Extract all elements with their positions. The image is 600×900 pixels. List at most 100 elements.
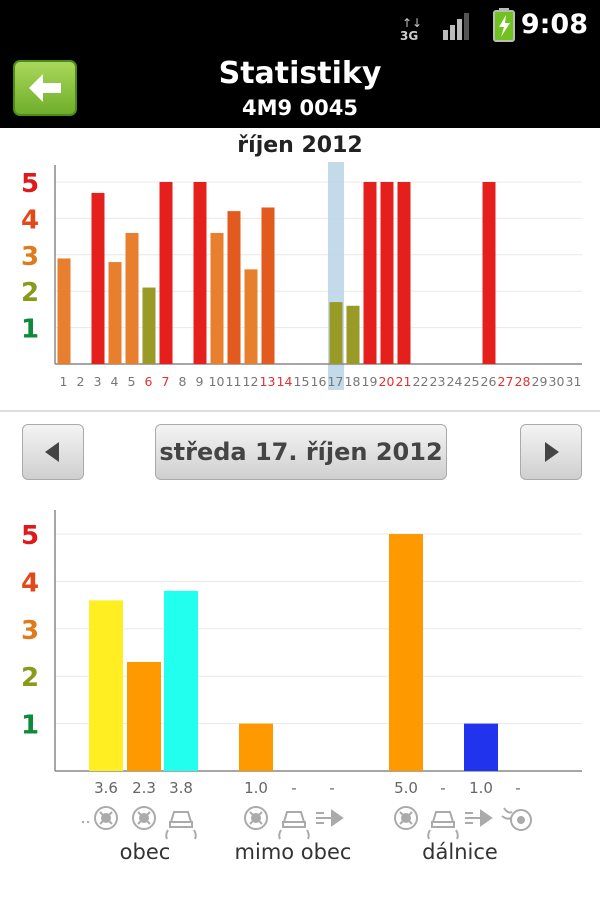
x-tick-label: 15 [294,374,310,389]
status-icons: ↑↓ 3G [400,8,515,43]
bar-day-4 [108,262,122,364]
category-label-mimo-obec: mimo obec [234,840,352,864]
triangle-right-icon [545,442,559,462]
x-tick-label: 24 [447,374,463,389]
x-tick-label: 22 [413,374,429,389]
x-tick-label: 2 [77,374,85,389]
bar-value-label: 1.0 [469,779,493,797]
page-title: Statistiky [218,56,382,91]
bar-value-label: 1.0 [244,779,268,797]
brake-disc-icon [394,806,418,830]
bar-day-13 [261,207,275,364]
x-tick-label: 31 [566,374,582,389]
y-tick-label: 2 [21,278,39,308]
y-tick-label: 5 [21,169,39,199]
tire-fire-icon [501,807,532,831]
x-tick-label: 10 [209,374,225,389]
triangle-left-icon [45,442,59,462]
bar-value-label: 2.3 [132,779,156,797]
divider [0,410,600,412]
x-tick-label: 30 [549,374,565,389]
x-tick-label: 19 [362,374,378,389]
bar-day-12 [244,269,258,364]
bar-day-26 [482,182,496,364]
x-tick-label: 4 [111,374,119,389]
next-day-button[interactable] [520,424,582,480]
x-tick-label: 16 [311,374,327,389]
bar-brake-disc [127,661,161,771]
x-tick-label: 29 [532,374,548,389]
x-tick-label: 9 [196,374,204,389]
bar-value-label: - [329,779,334,797]
car-skid-icon [165,811,197,840]
back-button[interactable] [13,60,77,116]
y-tick-label: 5 [21,521,39,551]
title-bar: Statistiky 4M9 0045 [0,50,600,128]
bar-value-label: 5.0 [394,779,418,797]
brake-disc-icon [244,806,268,830]
x-tick-label: 26 [481,374,497,389]
speed-arrow-icon [316,809,344,827]
x-tick-label: 23 [430,374,446,389]
x-tick-label: 14 [277,374,293,389]
x-tick-label: 8 [179,374,187,389]
bar-day-7 [159,182,173,364]
bar-day-20 [380,182,394,364]
x-tick-label: 12 [243,374,259,389]
brake-disc-dots-icon [82,806,118,830]
x-tick-label: 18 [345,374,361,389]
x-tick-label: 3 [94,374,102,389]
svg-text:↑↓: ↑↓ [402,16,422,30]
x-tick-label: 20 [379,374,395,389]
bar-day-19 [363,182,377,364]
bar-day-1 [57,258,71,364]
bar-day-5 [125,232,139,364]
bar-value-label: - [291,779,296,797]
month-chart-title: říjen 2012 [237,133,363,158]
x-tick-label: 13 [260,374,276,389]
y-tick-label: 4 [21,205,39,235]
bar-day-3 [91,192,105,364]
y-tick-label: 4 [21,568,39,598]
speed-arrow-icon [465,809,493,827]
x-tick-label: 5 [128,374,136,389]
x-tick-label: 17 [328,374,344,389]
bar-value-label: - [515,779,520,797]
bar-car-skid [164,590,198,771]
status-bar: ↑↓ 3G 9:08 [0,0,600,50]
previous-day-button[interactable] [22,424,84,480]
x-tick-label: 21 [396,374,412,389]
x-tick-label: 11 [226,374,242,389]
signal-strength-icon [443,13,469,40]
y-tick-label: 1 [21,711,39,741]
category-label-obec: obec [119,840,171,864]
x-tick-label: 27 [498,374,514,389]
bar-day-9 [193,182,207,364]
x-tick-label: 28 [515,374,531,389]
bar-day-18 [346,305,360,364]
bar-day-10 [210,232,224,364]
clock: 9:08 [520,9,588,40]
y-tick-label: 3 [21,616,39,646]
bar-value-label: 3.6 [94,779,118,797]
bar-day-21 [397,182,411,364]
brake-disc-icon [132,806,156,830]
bar-brake-disc [239,723,273,771]
bar-brake-disc-dots [89,600,123,771]
bar-value-label: - [440,779,445,797]
x-tick-label: 6 [145,374,153,389]
arrow-left-icon [29,74,61,102]
network-3g-icon: ↑↓ 3G [400,16,422,43]
car-skid-icon [278,811,310,840]
y-tick-label: 3 [21,242,39,272]
y-tick-label: 1 [21,315,39,345]
date-button[interactable]: středa 17. říjen 2012 [155,424,447,480]
svg-text:3G: 3G [400,29,418,43]
bar-day-6 [142,287,156,364]
car-skid-icon [427,811,459,840]
bar-brake-disc [389,534,423,771]
bar-day-11 [227,211,241,364]
bar-value-label: 3.8 [169,779,193,797]
x-tick-label: 7 [162,374,170,389]
